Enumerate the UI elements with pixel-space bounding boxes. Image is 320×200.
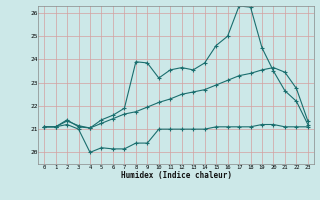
X-axis label: Humidex (Indice chaleur): Humidex (Indice chaleur) [121,171,231,180]
